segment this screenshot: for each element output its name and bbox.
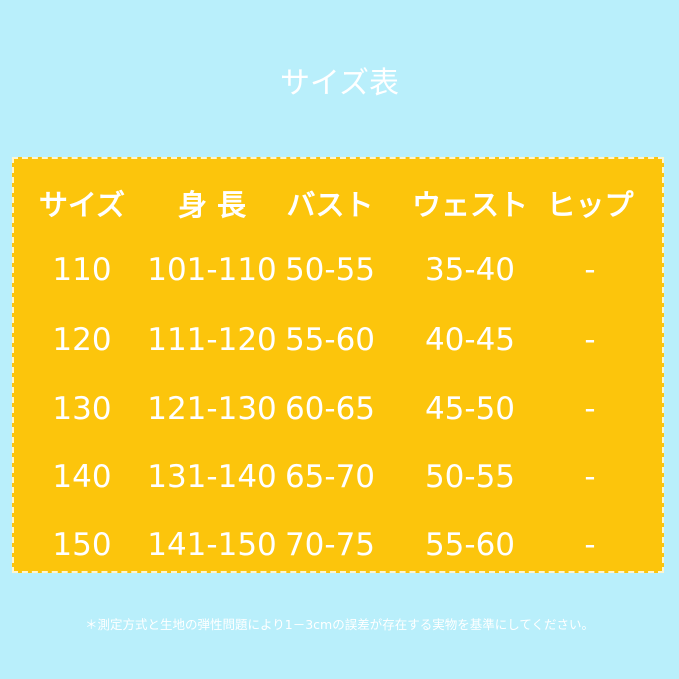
page-title: サイズ表 [279, 66, 400, 101]
table-cell: 65-70 [284, 459, 376, 495]
table-header-cell: バスト [286, 188, 374, 222]
table-cell: 121-130 [147, 391, 277, 427]
table-header-row: サイズ 身 長 バスト ウェスト ヒップ [14, 180, 662, 230]
table-cell: - [584, 527, 596, 563]
table-cell: 70-75 [284, 527, 376, 563]
table-header-cell: ヒップ [546, 188, 634, 222]
table-cell: 35-40 [424, 252, 516, 288]
size-table: サイズ身 長バスト ウェスト ヒップ 110 101-110 50-55 35-40-120… [12, 157, 664, 573]
table-row: 150 141-150 70-75 55-60 - [14, 520, 662, 570]
table-row: 110 101-110 50-55 35-40 - [14, 245, 662, 295]
table-header-cell: ウェスト [411, 188, 529, 222]
table-cell: - [584, 252, 596, 288]
table-cell: 50-55 [284, 252, 376, 288]
table-row: 130 121-130 60-65 45-50 - [14, 384, 662, 434]
table-cell: 141-150 [147, 527, 277, 563]
table-cell: 130 [52, 391, 112, 427]
table-cell: 55-60 [424, 527, 516, 563]
table-cell: 50-55 [424, 459, 516, 495]
table-cell: 131-140 [147, 459, 277, 495]
table-cell: 101-110 [147, 252, 277, 288]
table-cell: - [584, 322, 596, 358]
table-header-cell: サイズ [38, 188, 126, 222]
table-cell: - [584, 391, 596, 427]
table-cell: 140 [52, 459, 112, 495]
table-cell: 45-50 [424, 391, 516, 427]
table-cell: - [584, 459, 596, 495]
table-cell: 60-65 [284, 391, 376, 427]
table-row: 120 111-120 55-60 40-45 - [14, 315, 662, 365]
measurement-note: ＊測定方式と生地の弾性問題により1－3cmの誤差が存在する実物を基準にしてくださ… [85, 617, 594, 632]
table-cell: 110 [52, 252, 112, 288]
table-header-cell: 身 長 [177, 188, 247, 222]
table-cell: 120 [52, 322, 112, 358]
table-cell: 40-45 [424, 322, 516, 358]
table-cell: 55-60 [284, 322, 376, 358]
table-cell: 150 [52, 527, 112, 563]
table-cell: 111-120 [147, 322, 277, 358]
table-row: 140 131-140 65-70 50-55 - [14, 452, 662, 502]
